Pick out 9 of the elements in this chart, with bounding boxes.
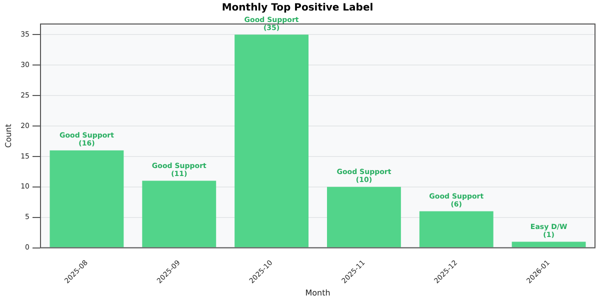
y-axis-title: Count — [4, 124, 13, 148]
bar — [326, 186, 401, 248]
bar — [512, 242, 586, 248]
bar — [50, 150, 124, 248]
x-axis-title: Month — [305, 288, 330, 298]
bar — [142, 180, 216, 248]
bar — [419, 211, 494, 248]
bar — [234, 34, 309, 248]
chart-title: Monthly Top Positive Label — [222, 2, 374, 14]
